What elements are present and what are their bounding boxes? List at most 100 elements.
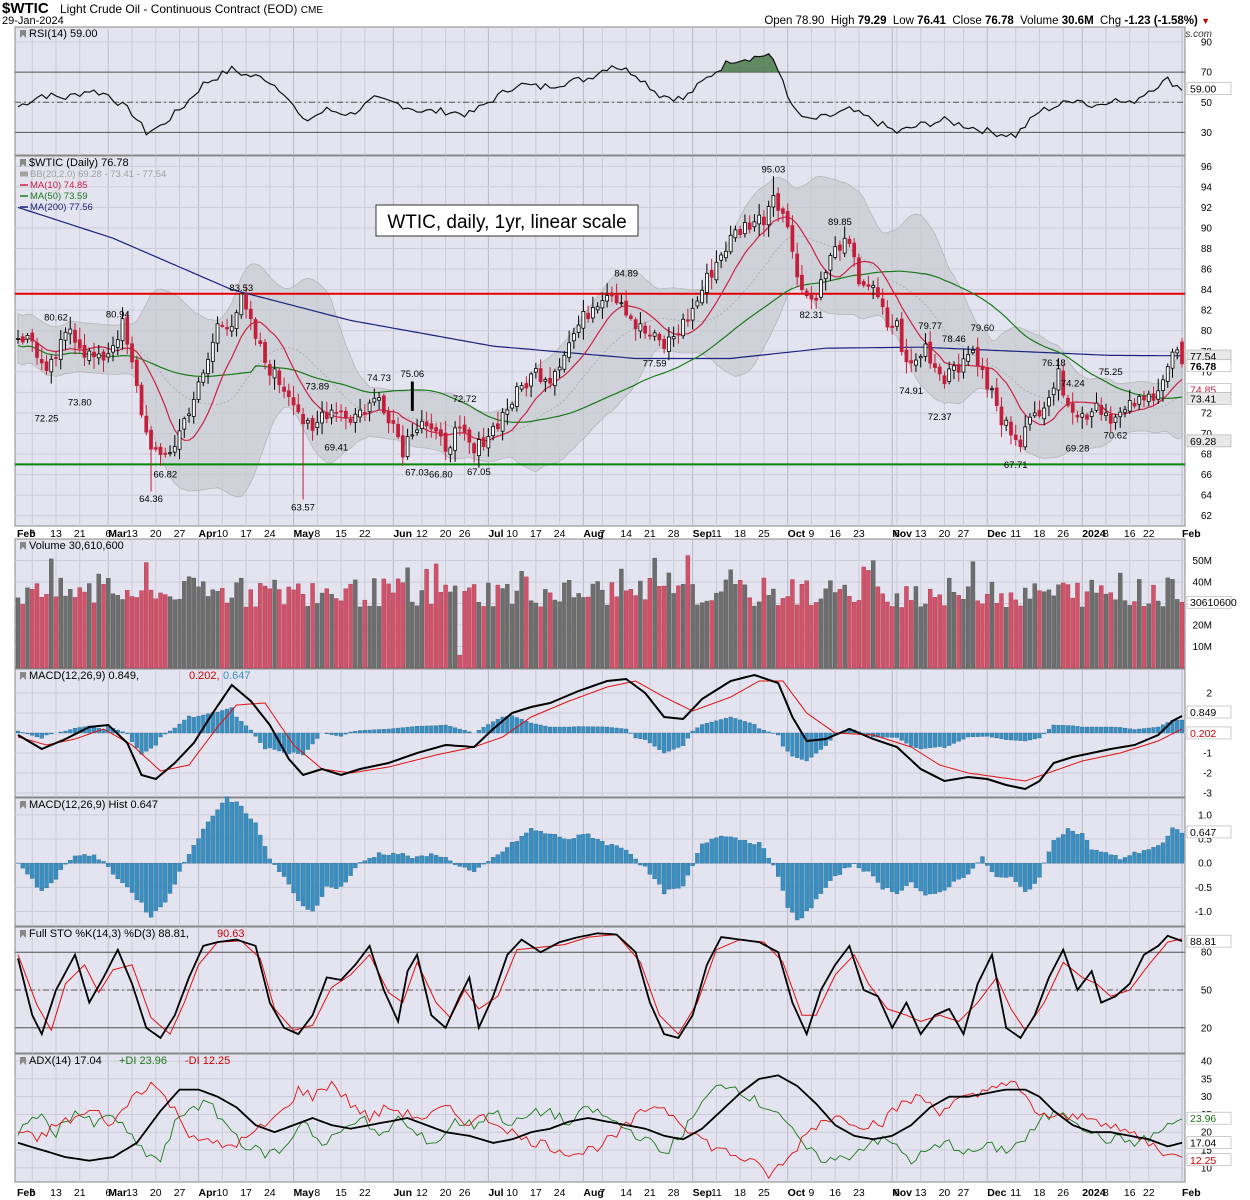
candle-body — [1070, 403, 1075, 413]
volume-bar — [538, 606, 543, 669]
x-tick-label: Feb — [1182, 1187, 1201, 1199]
candle-body — [876, 287, 880, 298]
macd-hist-bar — [1146, 727, 1151, 734]
annotation-box — [375, 204, 639, 237]
volume-bar — [562, 582, 567, 669]
price-label: 67.05 — [467, 467, 491, 478]
candle-body — [975, 347, 980, 367]
macd-histogram-bar — [196, 838, 201, 864]
value-tag: 0.647 — [1190, 827, 1216, 839]
macd-histogram-bar — [281, 863, 287, 877]
macd-hist-bar — [605, 726, 610, 734]
volume-bar — [167, 596, 173, 669]
macd-hist-bar — [125, 732, 130, 734]
volume-bar — [34, 583, 40, 669]
macd-hist-bar — [324, 732, 329, 734]
macd-histogram-bar — [1080, 833, 1085, 864]
candle-body — [548, 377, 552, 384]
macd-histogram-bar — [296, 863, 301, 902]
y-tick-label: 35 — [1201, 1074, 1213, 1085]
macd-icon — [20, 672, 26, 680]
adx-icon — [20, 1057, 26, 1065]
y-tick-label: 84 — [1201, 285, 1213, 296]
price-label: 76.18 — [1042, 358, 1066, 369]
candle-body — [567, 342, 571, 358]
volume-bar — [319, 592, 325, 669]
open-value: 78.90 — [795, 15, 825, 27]
candle-body — [1146, 393, 1151, 402]
macd-histogram-bar — [481, 863, 486, 865]
macd-hist-bar — [1175, 719, 1180, 734]
macd-histogram-bar — [1108, 854, 1113, 864]
volume-bar — [514, 590, 520, 669]
volume-bar — [163, 594, 168, 669]
macd-histogram-bar — [49, 863, 54, 884]
x-tick-label: 15 — [335, 528, 347, 540]
macd-histogram-bar — [486, 861, 491, 864]
macd-histogram-bar — [847, 863, 852, 868]
macd-hist-bar — [567, 726, 572, 734]
macd-hist-bar — [1127, 728, 1132, 734]
x-tick-label: 26 — [459, 1187, 471, 1199]
y-tick-label: 2 — [1206, 689, 1212, 700]
macd-histogram-bar — [1008, 863, 1014, 877]
macd-hist-bar — [514, 717, 519, 734]
candle-body — [144, 415, 149, 433]
volume-bar — [191, 577, 196, 669]
volume-bar — [818, 598, 824, 669]
volume-icon — [20, 542, 26, 550]
x-tick-label: 26 — [459, 528, 471, 540]
macd-hist-bar — [961, 732, 966, 740]
macd-histogram-bar — [961, 863, 966, 878]
macd-hist-bar — [818, 732, 823, 750]
x-tick-label: 26 — [1057, 528, 1069, 540]
volume-bar — [1099, 585, 1104, 669]
macd-hist-bar — [880, 732, 885, 738]
volume-bar — [1037, 590, 1042, 669]
candle-body — [196, 381, 201, 400]
rsi-icon — [20, 30, 26, 38]
macd-histogram-bar — [1094, 850, 1099, 864]
volume-bar — [44, 594, 49, 669]
macd-histogram-bar — [1151, 847, 1156, 864]
macd-histogram-bar — [452, 863, 458, 865]
volume-bar — [766, 595, 771, 669]
volume-bar — [196, 586, 201, 669]
legend-entry: MA(200) 77.56 — [30, 202, 93, 213]
candle-body — [952, 365, 956, 371]
volume-bar — [533, 602, 539, 669]
x-tick-label: 17 — [530, 528, 542, 540]
candle-body — [1108, 413, 1113, 424]
low-label: Low — [892, 15, 914, 27]
volume-bar — [30, 589, 35, 669]
candle-body — [396, 423, 400, 438]
x-tick-label: 16 — [1124, 1187, 1136, 1199]
macd-hist-bar — [875, 732, 880, 738]
macd-histogram-bar — [947, 863, 952, 888]
candle-body — [557, 366, 562, 371]
candle-body — [676, 333, 681, 336]
volume-bar — [234, 582, 239, 669]
macd-histogram-bar — [372, 857, 377, 864]
volume-bar — [82, 591, 87, 669]
price-label: 80.62 — [44, 313, 68, 324]
macd-histogram-bar — [53, 863, 59, 880]
macd-hist-bar — [647, 732, 652, 744]
x-tick-label: 20 — [440, 1187, 452, 1199]
candle-body — [804, 290, 809, 297]
volume-bar — [481, 606, 486, 669]
volume-bar — [1051, 595, 1056, 669]
macd-histogram-bar — [258, 834, 263, 864]
macd-histogram-bar — [462, 863, 467, 868]
macd-hist-bar — [438, 725, 443, 734]
volume-bar — [429, 603, 434, 669]
volume-bar — [524, 576, 529, 669]
candle-body — [472, 443, 476, 454]
volume-bar — [144, 562, 149, 669]
y-tick-label: 30 — [1201, 1092, 1213, 1103]
volume-bar — [1108, 592, 1113, 669]
volume-bar — [866, 570, 871, 669]
candle-body — [909, 360, 914, 364]
candle-body — [1137, 395, 1142, 405]
macd-histogram-bar — [899, 863, 904, 891]
